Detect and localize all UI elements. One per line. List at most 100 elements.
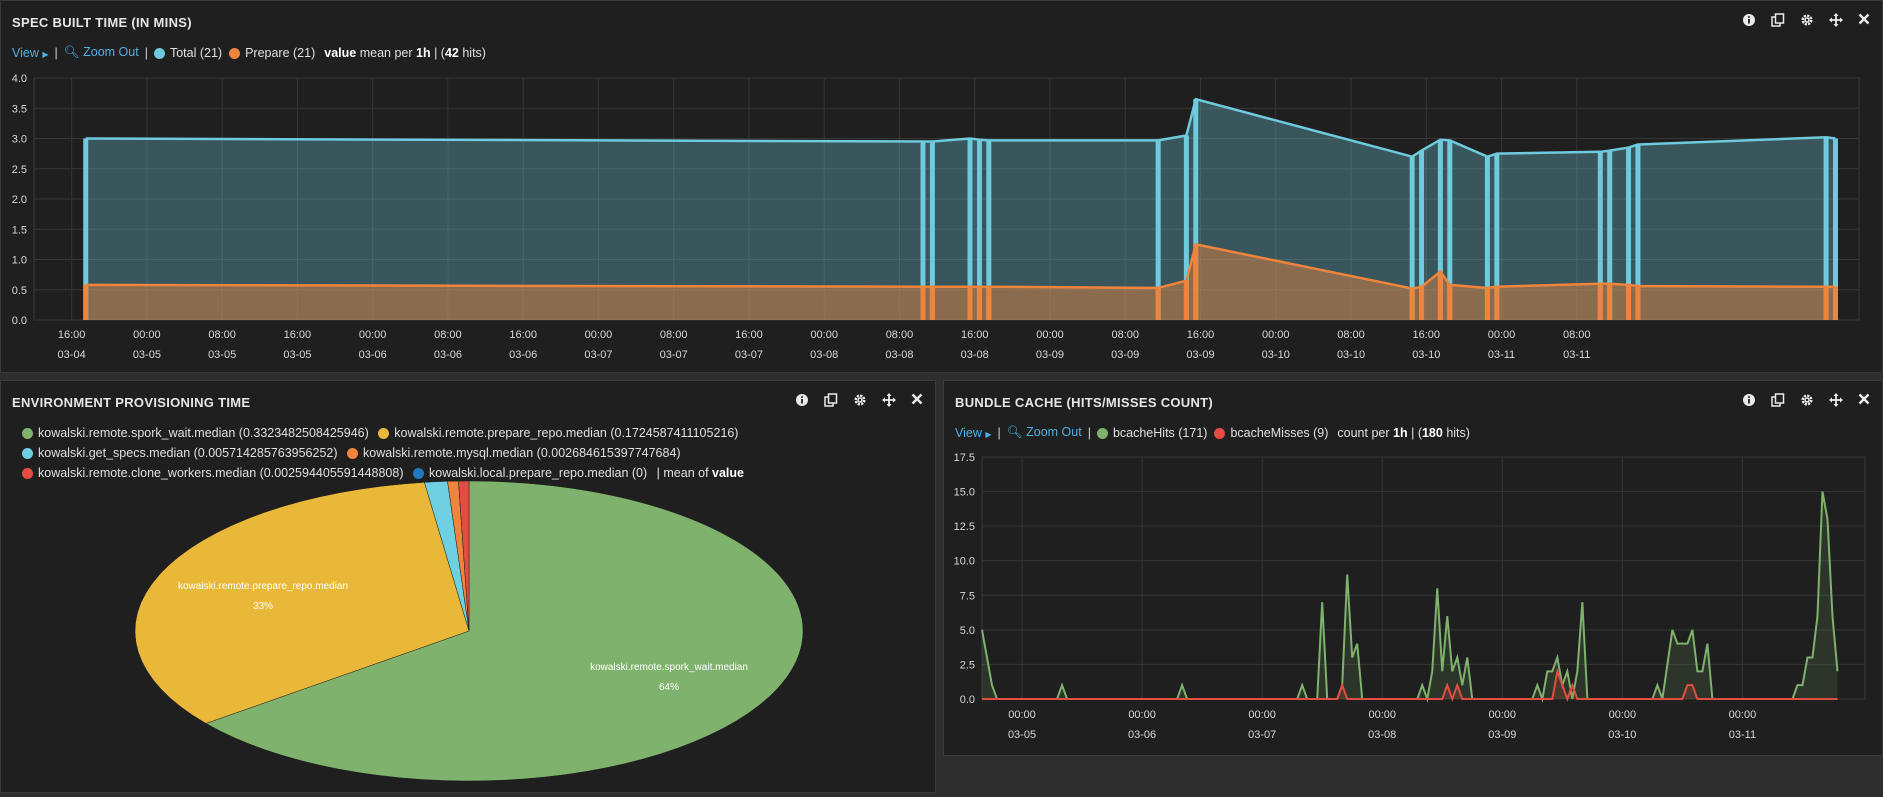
gear-icon[interactable] <box>853 393 869 409</box>
x-tick-label: 03-10 <box>1412 349 1440 361</box>
hits-count: 180 <box>1421 425 1443 440</box>
y-tick-label: 15.0 <box>954 487 975 499</box>
mode-info: value mean per 1h | (42 hits) <box>324 46 486 60</box>
y-tick-label: 5.0 <box>960 625 975 637</box>
separator: | <box>1087 425 1091 440</box>
bundle-cache-chart[interactable]: 0.0 2.5 5.0 7.5 10.0 12.5 15.0 17.5 00:00 03-05 00… <box>944 381 1883 757</box>
y-tick-label: 10.0 <box>954 556 975 568</box>
x-tick-label: 03-05 <box>133 349 161 361</box>
legend-label: kowalski.remote.mysql.median (0.00268461… <box>363 446 681 460</box>
x-tick-label: 16:00 <box>1187 329 1215 341</box>
x-tick-label: 16:00 <box>284 329 312 341</box>
environment-pie-chart[interactable]: kowalski.remote.spork_wait.median 64% kowa… <box>1 381 937 794</box>
x-tick-label: 00:00 <box>810 329 838 341</box>
chart-toolbar: View ▶ | 🔍︎ Zoom Out | bcacheHits (171) … <box>955 425 1470 440</box>
mode-interval: 1h <box>1393 425 1408 440</box>
x-tick-label: 03-08 <box>961 349 989 361</box>
slice-percent-spork-wait: 64% <box>659 682 679 693</box>
y-tick-label: 3.5 <box>12 103 27 115</box>
x-tick-label: 03-04 <box>58 349 86 361</box>
magnifier-icon: 🔍︎ <box>1006 425 1023 439</box>
move-icon[interactable] <box>1829 13 1845 29</box>
move-icon[interactable] <box>1829 393 1845 409</box>
mode-text: hits) <box>462 45 486 60</box>
x-tick-label: 08:00 <box>886 329 914 341</box>
legend-label: bcacheHits (171) <box>1112 425 1208 440</box>
legend-hits[interactable]: bcacheHits (171) <box>1096 425 1208 440</box>
x-tick-label: 00:00 <box>359 329 387 341</box>
legend-total[interactable]: Total (21) <box>153 46 222 60</box>
duplicate-icon[interactable] <box>1771 13 1787 29</box>
mean-of-value: | mean of value <box>657 463 744 483</box>
x-tick-label: 03-10 <box>1262 349 1290 361</box>
legend-dot <box>22 448 33 460</box>
panel-icons <box>1742 393 1874 409</box>
legend-dot-prepare <box>229 47 241 59</box>
close-icon[interactable] <box>1858 13 1874 29</box>
x-tick-label: 16:00 <box>58 329 86 341</box>
info-icon[interactable] <box>1742 13 1758 29</box>
mode-text: | ( <box>434 45 445 60</box>
close-icon[interactable] <box>911 393 927 409</box>
zoom-out-button[interactable]: 🔍︎ Zoom Out <box>64 45 139 60</box>
separator: | <box>54 45 58 60</box>
view-menu[interactable]: View ▶ <box>955 425 992 440</box>
zoom-out-label: Zoom Out <box>1026 425 1082 439</box>
duplicate-icon[interactable] <box>1771 393 1787 409</box>
y-tick-label: 2.5 <box>12 164 27 176</box>
x-tick-label: 03-07 <box>584 349 612 361</box>
legend-item-clone-workers[interactable]: kowalski.remote.clone_workers.median (0.… <box>22 463 404 483</box>
move-icon[interactable] <box>882 393 898 409</box>
legend-item-get-specs[interactable]: kowalski.get_specs.median (0.00571428576… <box>22 443 338 463</box>
y-tick-label: 7.5 <box>960 590 975 602</box>
x-tick-label: 03-11 <box>1488 349 1515 361</box>
plot-area <box>981 456 1866 700</box>
mode-text: | ( <box>1411 425 1422 440</box>
slice-percent-prepare-repo: 33% <box>253 601 273 612</box>
x-tick-label: 03-08 <box>810 349 838 361</box>
series-area-prepare <box>85 244 1836 320</box>
x-tick-label: 03-08 <box>885 349 913 361</box>
info-icon[interactable] <box>795 393 811 409</box>
series-area-total <box>85 99 1836 320</box>
spec-built-time-chart[interactable]: 0.0 0.5 1.0 1.5 2.0 2.5 3.0 3.5 4.0 16:00 03-04 00:… <box>1 1 1883 374</box>
x-tick-label: 00:00 <box>1036 329 1064 341</box>
mode-text: hits) <box>1446 425 1470 440</box>
x-tick-label: 03-06 <box>434 349 462 361</box>
legend-misses[interactable]: bcacheMisses (9) <box>1207 426 1328 440</box>
x-tick-label: 00:00 <box>1609 709 1637 721</box>
zoom-out-label: Zoom Out <box>83 45 139 59</box>
x-tick-label: 00:00 <box>1008 709 1036 721</box>
gear-icon[interactable] <box>1800 393 1816 409</box>
mode-info: count per 1h | (180 hits) <box>1337 426 1470 440</box>
view-label: View <box>955 425 982 440</box>
panel-title: SPEC BUILT TIME (IN MINS) <box>12 15 192 30</box>
legend-dot <box>22 468 33 480</box>
info-icon[interactable] <box>1742 393 1758 409</box>
x-tick-label: 03-08 <box>1368 729 1396 741</box>
panel-icons <box>1742 13 1874 29</box>
duplicate-icon[interactable] <box>824 393 840 409</box>
y-tick-label: 4.0 <box>12 73 27 85</box>
legend-item-prepare-repo[interactable]: kowalski.remote.prepare_repo.median (0.1… <box>378 423 738 443</box>
legend-prepare[interactable]: Prepare (21) <box>222 46 315 60</box>
legend-item-spork-wait[interactable]: kowalski.remote.spork_wait.median (0.332… <box>22 423 369 443</box>
legend-item-mysql[interactable]: kowalski.remote.mysql.median (0.00268461… <box>347 443 681 463</box>
x-tick-label: 00:00 <box>1248 709 1276 721</box>
view-menu[interactable]: View ▶ <box>12 45 49 60</box>
legend-label: bcacheMisses (9) <box>1230 425 1329 440</box>
x-tick-label: 08:00 <box>1111 329 1139 341</box>
chart-toolbar: View ▶ | 🔍︎ Zoom Out | Total (21) Prepar… <box>12 45 486 60</box>
x-tick-label: 16:00 <box>509 329 537 341</box>
x-tick-label: 03-09 <box>1036 349 1064 361</box>
legend-dot <box>347 448 359 460</box>
gear-icon[interactable] <box>1800 13 1816 29</box>
close-icon[interactable] <box>1858 393 1874 409</box>
zoom-out-button[interactable]: 🔍︎ Zoom Out <box>1007 425 1082 440</box>
x-tick-label: 03-11 <box>1729 729 1756 741</box>
x-tick-label: 16:00 <box>735 329 763 341</box>
legend-item-local-prepare-repo[interactable]: kowalski.local.prepare_repo.median (0) <box>413 463 647 483</box>
mode-text: count per <box>1337 425 1390 440</box>
y-tick-label: 2.0 <box>12 194 27 206</box>
x-tick-label: 03-11 <box>1563 349 1590 361</box>
